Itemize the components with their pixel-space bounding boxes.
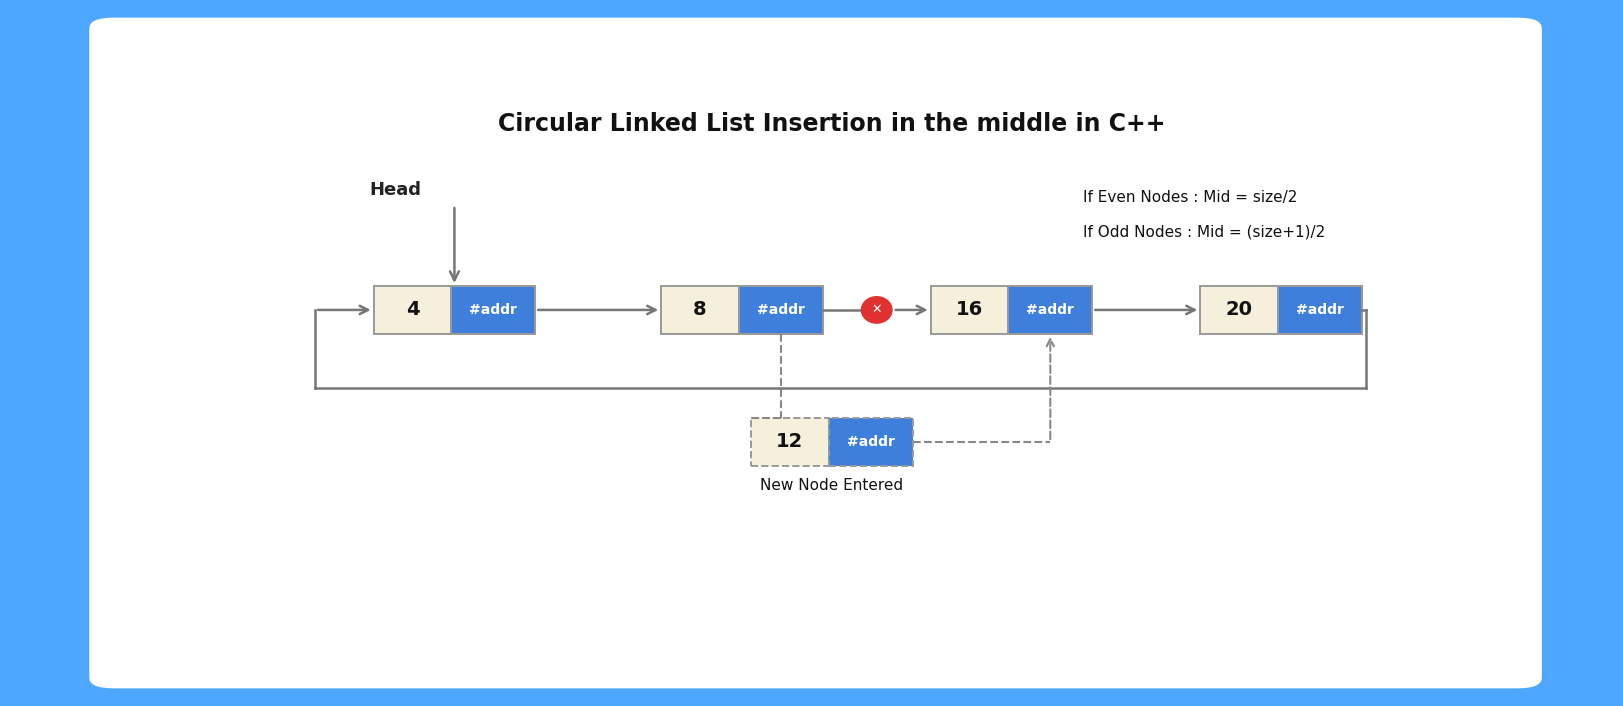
Bar [661, 286, 738, 334]
Bar [451, 286, 536, 334]
Text: #addr: #addr [1026, 303, 1074, 317]
Text: 16: 16 [956, 301, 984, 319]
Bar [930, 286, 1008, 334]
Bar [829, 418, 912, 466]
Bar [738, 286, 823, 334]
Text: If Even Nodes : Mid = size/2: If Even Nodes : Mid = size/2 [1084, 190, 1298, 205]
Bar [751, 418, 829, 466]
Text: #addr: #addr [847, 435, 894, 449]
Bar [373, 286, 451, 334]
Text: 8: 8 [693, 301, 706, 319]
Bar [1008, 286, 1092, 334]
Bar [1277, 286, 1362, 334]
Text: ✕: ✕ [872, 304, 881, 316]
Text: New Node Entered: New Node Entered [760, 478, 904, 493]
Text: #addr: #addr [1295, 303, 1344, 317]
Text: Head: Head [368, 181, 420, 198]
Bar [1199, 286, 1277, 334]
Text: #addr: #addr [469, 303, 518, 317]
Text: 4: 4 [406, 301, 419, 319]
Text: #addr: #addr [756, 303, 805, 317]
Text: Circular Linked List Insertion in the middle in C++: Circular Linked List Insertion in the mi… [498, 112, 1165, 136]
Circle shape [862, 297, 893, 323]
Text: 20: 20 [1225, 301, 1253, 319]
Text: If Odd Nodes : Mid = (size+1)/2: If Odd Nodes : Mid = (size+1)/2 [1084, 225, 1326, 240]
Text: 12: 12 [776, 433, 803, 451]
